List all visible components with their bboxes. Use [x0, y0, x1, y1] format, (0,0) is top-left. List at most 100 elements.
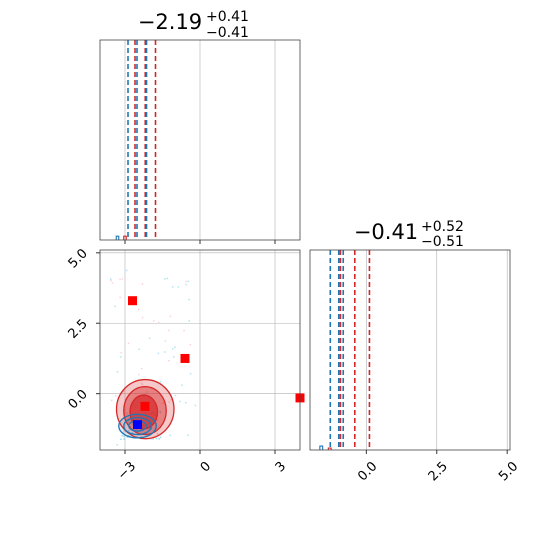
bl-sample-point: [162, 402, 164, 405]
bl-sample-point: [144, 393, 146, 395]
bl-sample-point: [177, 286, 180, 288]
tl-quantile-lines: [127, 40, 157, 240]
br-tick-label: 2.5: [426, 459, 451, 484]
bl-sample-point: [137, 308, 140, 311]
bl-sample-point: [184, 401, 187, 404]
bl-sample-point: [168, 329, 170, 332]
bl-sample-point: [123, 438, 125, 440]
bl-sample-point: [159, 411, 162, 414]
br-title-sup: +0.52: [421, 219, 464, 235]
bl-red-marker: [180, 353, 190, 363]
bl-sample-point: [169, 434, 171, 437]
bl-sample-point: [181, 384, 183, 386]
bl-sample-point: [138, 373, 140, 376]
bl-sample-point: [145, 434, 148, 437]
bl-x-tick-label: 0: [198, 459, 214, 475]
bl-sample-point: [183, 329, 185, 332]
bl-sample-point: [140, 435, 142, 437]
bl-sample-point: [163, 351, 166, 353]
bl-sample-point: [189, 343, 192, 346]
br-ticks: 0.0 2.5 5.0: [355, 450, 521, 484]
bl-sample-point: [194, 404, 197, 407]
bl-sample-point: [146, 391, 148, 393]
bl-sample-point: [127, 429, 130, 432]
bl-sample-point: [123, 430, 125, 432]
bl-sample-point: [138, 348, 140, 351]
bl-y-tick-label: 5.0: [66, 246, 91, 271]
bl-sample-point: [114, 395, 117, 397]
tl-hist-series-1: [123, 235, 127, 240]
bl-sample-point: [111, 282, 114, 284]
panel-top-left: −2.19 +0.41 −0.41: [99, 9, 301, 244]
bl-contours: [115, 378, 175, 440]
bl-sample-point: [152, 438, 154, 440]
br-grid: [366, 250, 508, 450]
bl-sample-point: [116, 444, 118, 446]
bl-sample-point: [188, 298, 190, 301]
bl-sample-point: [179, 400, 181, 403]
br-histograms: [319, 445, 332, 450]
bl-sample-point: [141, 382, 143, 384]
bl-blue-marker: [133, 420, 142, 430]
bl-sample-point: [110, 399, 113, 402]
bl-sample-point: [150, 428, 152, 431]
tl-histograms: [115, 235, 127, 240]
bl-sample-point: [168, 360, 170, 362]
bl-sample-point: [131, 432, 134, 434]
br-quantile-lines: [329, 250, 371, 450]
bl-sample-point: [188, 320, 190, 322]
bl-x-tick-label: −3: [115, 459, 139, 483]
bl-sample-point: [119, 296, 121, 299]
bl-red-marker: [128, 296, 137, 306]
br-hist-series-1: [327, 447, 332, 450]
bl-sample-point: [141, 383, 144, 386]
tl-title-sup: +0.41: [206, 9, 249, 25]
bl-sample-point: [110, 278, 112, 280]
bl-sample-point: [159, 410, 161, 413]
bl-sample-point: [141, 316, 144, 319]
bl-sample-point: [116, 371, 119, 373]
bl-sample-point: [140, 367, 143, 370]
bl-grid: [100, 250, 300, 450]
bl-sample-point: [156, 419, 158, 422]
bl-sample-point: [185, 283, 187, 286]
bl-sample-point: [121, 434, 123, 437]
bl-sample-point: [156, 433, 159, 435]
tl-title-main: −2.19: [138, 10, 202, 34]
bl-sample-point: [126, 436, 129, 439]
bl-sample-point: [172, 356, 175, 358]
bl-ticks: −3 0 3 0.0 2.5 5.0: [66, 246, 290, 483]
tl-title: −2.19: [138, 10, 202, 34]
bl-sample-point: [170, 399, 172, 401]
bl-red-marker: [140, 401, 150, 411]
br-title-sub: −0.51: [421, 234, 464, 250]
bl-sample-point: [171, 348, 174, 350]
bl-sample-point: [169, 315, 172, 318]
bl-sample-point: [164, 278, 166, 280]
bl-sample-point: [110, 279, 112, 282]
bl-sample-point: [174, 346, 176, 349]
bl-sample-point: [159, 436, 162, 439]
bl-sample-point: [187, 280, 190, 283]
bl-sample-point: [187, 434, 189, 436]
bl-sample-point: [129, 425, 132, 428]
bl-sample-point: [174, 394, 177, 397]
bl-sample-point: [185, 280, 187, 283]
bl-sample-point: [158, 321, 160, 324]
tl-hist-series-0: [115, 235, 120, 240]
bl-sample-point: [126, 412, 128, 415]
bl-sample-point: [189, 372, 192, 375]
tl-title-sub: −0.41: [206, 25, 249, 41]
bl-sample-point: [157, 352, 160, 355]
bl-sample-point: [120, 351, 122, 354]
bl-sample-point: [141, 283, 144, 285]
bl-x-tick-label: 3: [273, 459, 289, 475]
bl-sample-point: [159, 381, 162, 383]
bl-sample-point: [155, 437, 158, 440]
br-frame: [309, 249, 511, 451]
bl-sample-point: [127, 342, 130, 345]
br-title: −0.41: [354, 220, 418, 244]
bl-sample-point: [128, 419, 130, 422]
br-tick-label: 5.0: [496, 459, 521, 484]
